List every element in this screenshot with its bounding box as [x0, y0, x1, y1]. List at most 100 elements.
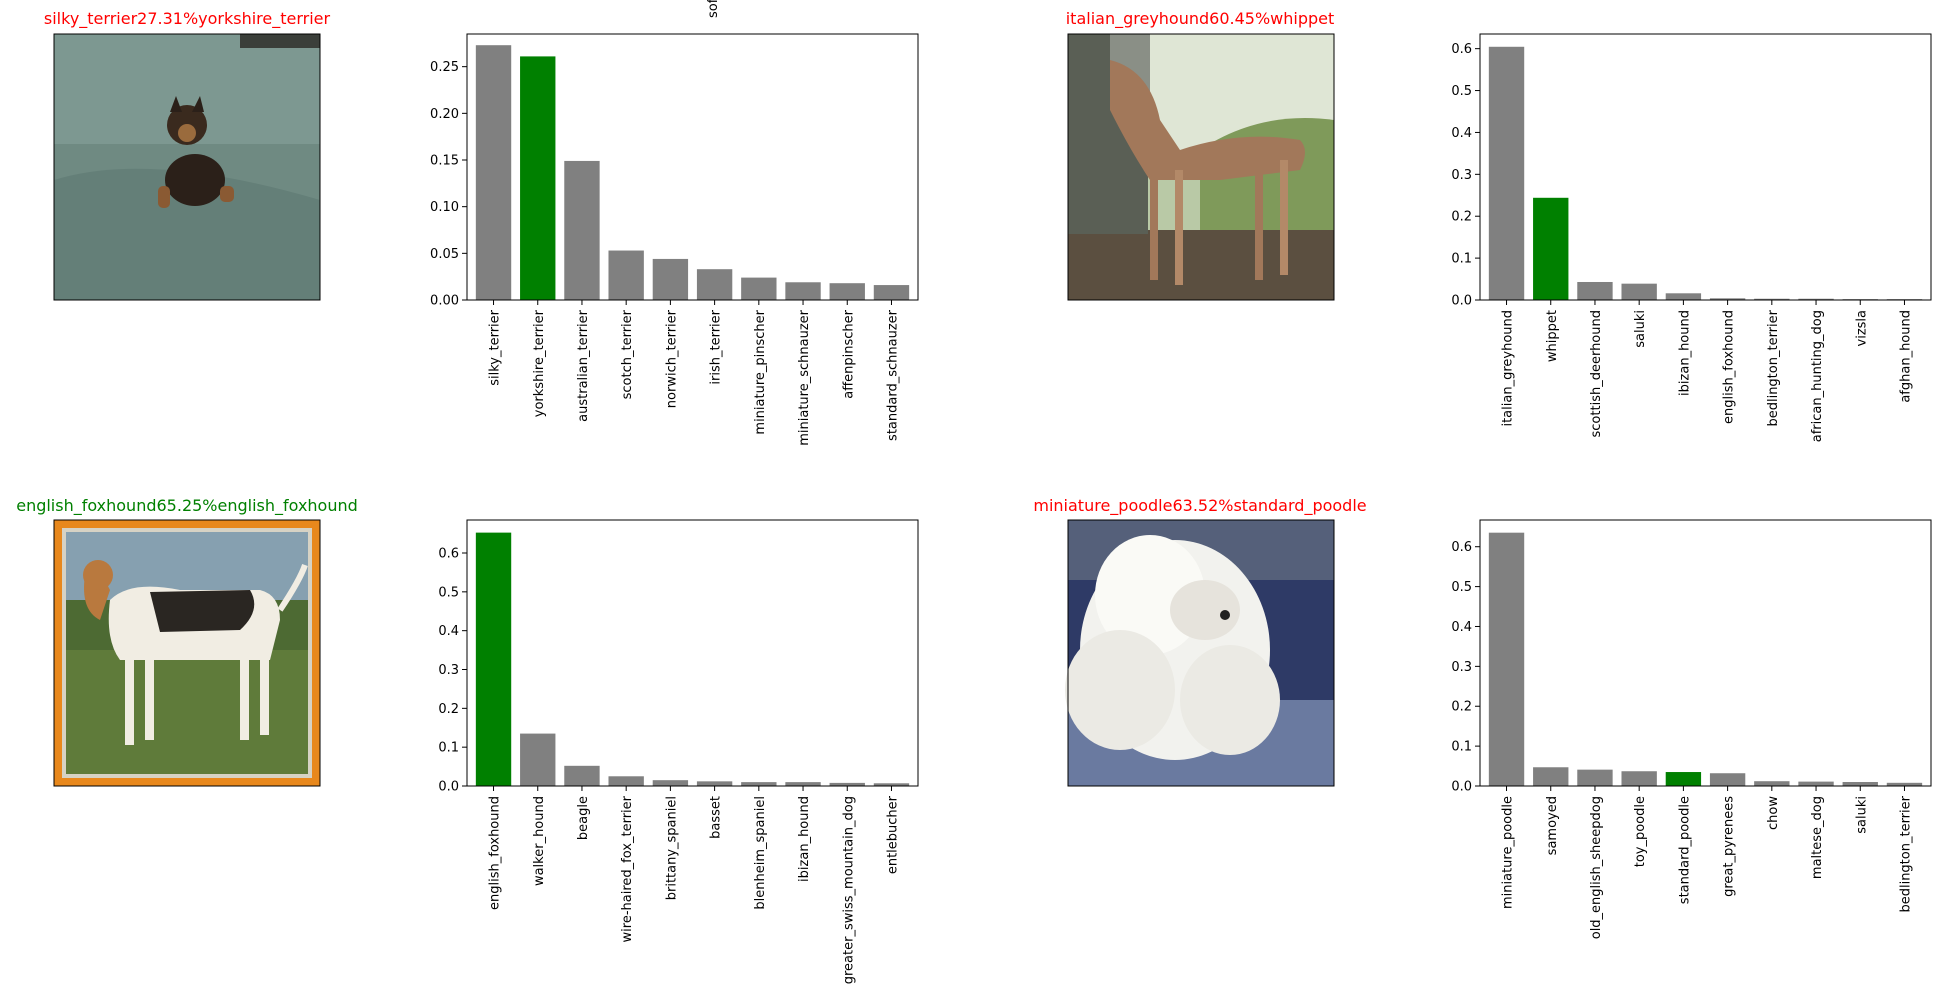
bar	[564, 765, 600, 786]
x-tick-label: english_foxhound	[1722, 310, 1737, 424]
x-tick-label: old_english_sheepdog	[1589, 796, 1604, 939]
bar	[696, 269, 733, 300]
bar	[785, 282, 821, 300]
x-tick-label: norwich_terrier	[664, 309, 679, 408]
dog-photo	[53, 33, 321, 301]
x-tick-label: miniature_schnauzer	[797, 309, 812, 445]
x-tick-label: brittany_spaniel	[664, 796, 679, 900]
x-tick-label: vizsla	[1854, 310, 1869, 346]
x-tick-label: ibizan_hound	[1677, 310, 1692, 396]
x-tick-label: african_hunting_dog	[1810, 310, 1825, 442]
x-tick-label: chow	[1766, 796, 1781, 830]
y-tick-label: 0.6	[1451, 540, 1472, 555]
bar	[829, 283, 865, 300]
bar	[1577, 769, 1613, 786]
y-tick-label: 0.0	[1451, 780, 1472, 795]
x-tick-label: silky_terrier	[488, 309, 503, 385]
y-tick-label: 0.15	[430, 154, 459, 169]
bar	[652, 780, 689, 786]
true-label-bar	[520, 56, 556, 301]
x-tick-label: scottish_deerhound	[1589, 310, 1604, 437]
bar	[741, 782, 777, 786]
x-tick-label: whippet	[1545, 310, 1560, 362]
x-tick-label: yorkshire_terrier	[532, 309, 547, 417]
bar-chart: silky_terrier yorkshire_terrier australian…	[430, 33, 919, 446]
x-tick-label: australian_terrier	[576, 309, 591, 421]
bar	[1754, 298, 1790, 300]
x-tick-label: standard_poodle	[1677, 796, 1692, 904]
cut-off-label: sof	[706, 0, 721, 18]
x-tick-label: basset	[709, 796, 724, 839]
panel-title: silky_terrier27.31%yorkshire_terrier	[44, 9, 331, 29]
panel-title: miniature_poodle63.52%standard_poodle	[1033, 496, 1366, 516]
bar	[785, 782, 821, 786]
panel-title: english_foxhound65.25%english_foxhound	[16, 496, 358, 516]
bar-chart: miniature_poodle samoyed old_english_sheep…	[1451, 519, 1932, 939]
x-tick-label: standard_schnauzer	[885, 309, 900, 441]
x-tick-label: bedlington_terrier	[1766, 309, 1781, 426]
bar	[652, 258, 689, 300]
x-tick-label: miniature_pinscher	[753, 309, 768, 434]
y-tick-label: 0.6	[438, 547, 459, 562]
true-label-bar	[1533, 197, 1569, 300]
bar	[608, 250, 644, 300]
dog-photo	[53, 519, 321, 787]
y-tick-label: 0.10	[430, 200, 459, 215]
y-tick-label: 0.20	[430, 107, 459, 122]
bar	[1798, 298, 1834, 300]
bar	[475, 45, 512, 301]
x-tick-label: blenheim_spaniel	[753, 796, 768, 910]
y-tick-label: 0.0	[1451, 294, 1472, 309]
x-tick-label: saluki	[1633, 310, 1648, 348]
x-tick-label: great_pyrenees	[1722, 796, 1737, 897]
bar	[1488, 46, 1525, 300]
bar	[1886, 782, 1923, 786]
true-label-bar	[475, 532, 512, 786]
y-tick-label: 0.05	[430, 247, 459, 262]
bar	[1488, 532, 1525, 786]
bar	[1621, 283, 1657, 300]
bar-chart: english_foxhound walker_hound beagle wire-h…	[438, 519, 919, 984]
x-tick-label: affenpinscher	[841, 309, 856, 398]
y-tick-label: 0.4	[1451, 620, 1472, 635]
bar	[741, 277, 777, 300]
x-tick-label: italian_greyhound	[1501, 310, 1516, 427]
axes-frame	[1479, 519, 1932, 787]
bar	[829, 782, 865, 786]
bar	[520, 733, 556, 786]
bar	[696, 781, 733, 786]
y-tick-label: 0.1	[438, 741, 459, 756]
y-tick-label: 0.0	[438, 780, 459, 795]
bar	[1709, 298, 1746, 300]
y-tick-label: 0.5	[438, 585, 459, 600]
x-tick-label: miniature_poodle	[1501, 796, 1516, 909]
x-tick-label: irish_terrier	[709, 309, 724, 384]
axes-frame	[1479, 33, 1932, 301]
y-tick-label: 0.2	[438, 702, 459, 717]
y-tick-label: 0.1	[1451, 252, 1472, 267]
x-tick-label: walker_hound	[532, 796, 547, 886]
y-tick-label: 0.5	[1451, 580, 1472, 595]
y-tick-label: 0.4	[1451, 126, 1472, 141]
axes-frame	[466, 33, 919, 301]
x-tick-label: toy_poodle	[1633, 796, 1648, 867]
x-tick-label: maltese_dog	[1810, 796, 1825, 879]
x-tick-label: english_foxhound	[488, 796, 503, 910]
x-tick-label: samoyed	[1545, 796, 1560, 855]
y-tick-label: 0.1	[1451, 740, 1472, 755]
y-tick-label: 0.2	[1451, 210, 1472, 225]
x-tick-label: afghan_hound	[1898, 310, 1913, 403]
x-tick-label: wire-haired_fox_terrier	[620, 795, 635, 942]
panel-title: italian_greyhound60.45%whippet	[1066, 9, 1335, 29]
bar	[1577, 281, 1613, 300]
bar	[873, 783, 910, 786]
dog-photo	[1067, 33, 1335, 301]
x-tick-label: bedlington_terrier	[1898, 795, 1913, 912]
bar-chart: italian_greyhound whippet scottish_deerhou…	[1451, 33, 1932, 442]
bar	[1533, 767, 1569, 786]
y-tick-label: 0.25	[430, 60, 459, 75]
x-tick-label: saluki	[1854, 796, 1869, 834]
bar	[1665, 293, 1702, 300]
x-tick-label: greater_swiss_mountain_dog	[841, 796, 856, 984]
